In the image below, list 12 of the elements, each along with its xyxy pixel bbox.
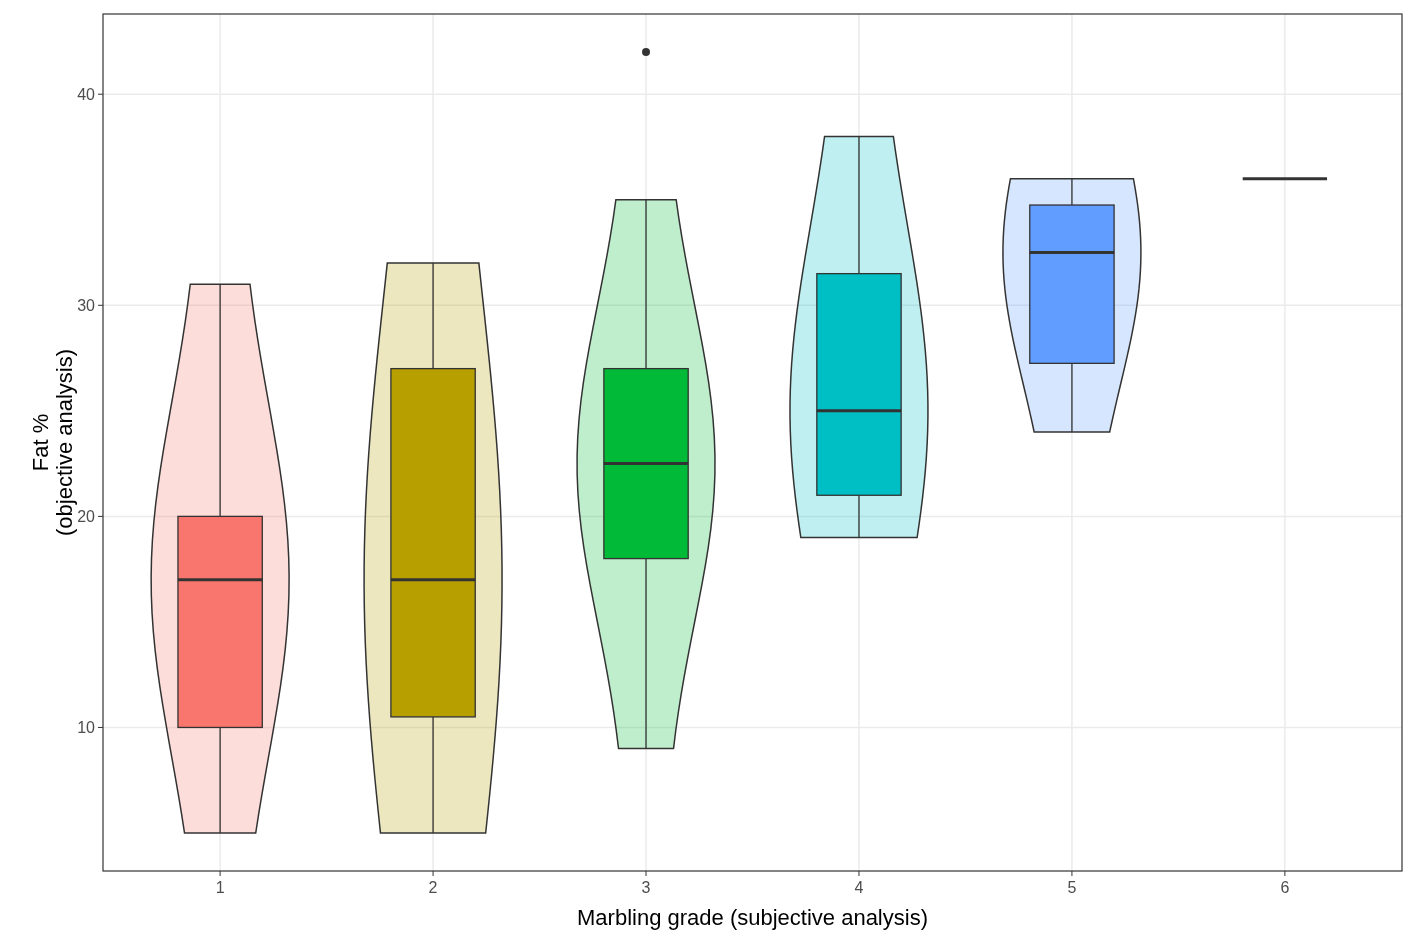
x-axis-title: Marbling grade (subjective analysis)	[577, 905, 928, 930]
y-tick-label: 40	[77, 85, 96, 103]
x-tick-label: 1	[215, 879, 225, 896]
y-axis-title: Fat % (objective analysis)	[28, 348, 78, 537]
x-tick-label: 4	[854, 879, 864, 896]
x-tick-label: 6	[1280, 879, 1290, 896]
y-tick-label: 20	[77, 507, 96, 525]
y-tick-label: 30	[77, 296, 96, 314]
x-tick-label: 5	[1067, 879, 1077, 896]
y-tick-label: 10	[77, 719, 96, 737]
x-tick-label: 2	[428, 879, 438, 896]
x-tick-label: 3	[641, 879, 651, 896]
